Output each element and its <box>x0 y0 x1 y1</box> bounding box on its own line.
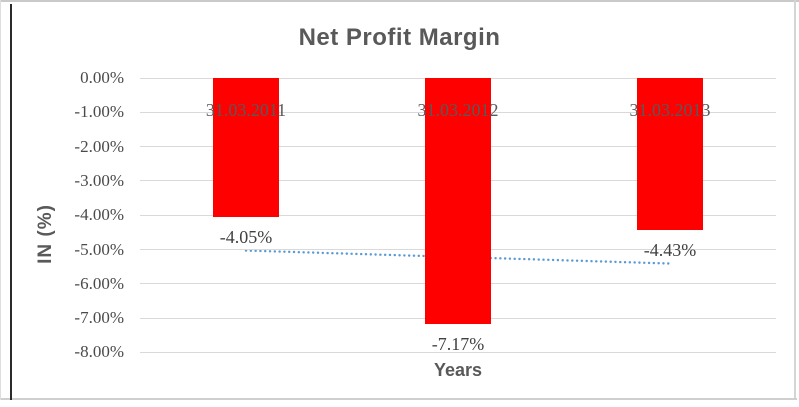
y-axis-tick-label: -8.00% <box>74 342 124 362</box>
data-label: -4.05% <box>219 226 273 247</box>
chart-title: Net Profit Margin <box>298 24 501 51</box>
y-axis-tick-label: 0.00% <box>80 68 124 87</box>
x-axis-title: Years <box>433 360 483 380</box>
page-border-right <box>794 0 796 400</box>
page-border-top <box>0 0 799 2</box>
gridline <box>140 351 776 353</box>
bar-31.03.2012 <box>425 78 491 324</box>
document-rule-line <box>10 4 12 400</box>
y-axis-tick-label: -4.00% <box>74 205 124 225</box>
y-axis-tick-label: -3.00% <box>74 170 124 190</box>
page-border-bottom <box>0 398 797 400</box>
y-axis-tick-label: -7.00% <box>74 308 124 328</box>
bar-31.03.2013 <box>637 78 703 230</box>
y-axis-tick-label: -5.00% <box>74 239 124 259</box>
data-label: -4.43% <box>643 239 697 260</box>
y-axis-tick-label: -6.00% <box>74 273 124 293</box>
category-label: 31.03.2012 <box>417 100 499 120</box>
data-label: -7.17% <box>431 333 485 354</box>
bar-31.03.2011 <box>213 78 279 217</box>
page-border-left <box>0 0 1 400</box>
y-axis-tick-label: -2.00% <box>74 136 124 156</box>
category-label: 31.03.2013 <box>629 100 711 120</box>
y-axis-tick-label: -1.00% <box>74 102 124 122</box>
category-label: 31.03.2011 <box>205 100 287 120</box>
